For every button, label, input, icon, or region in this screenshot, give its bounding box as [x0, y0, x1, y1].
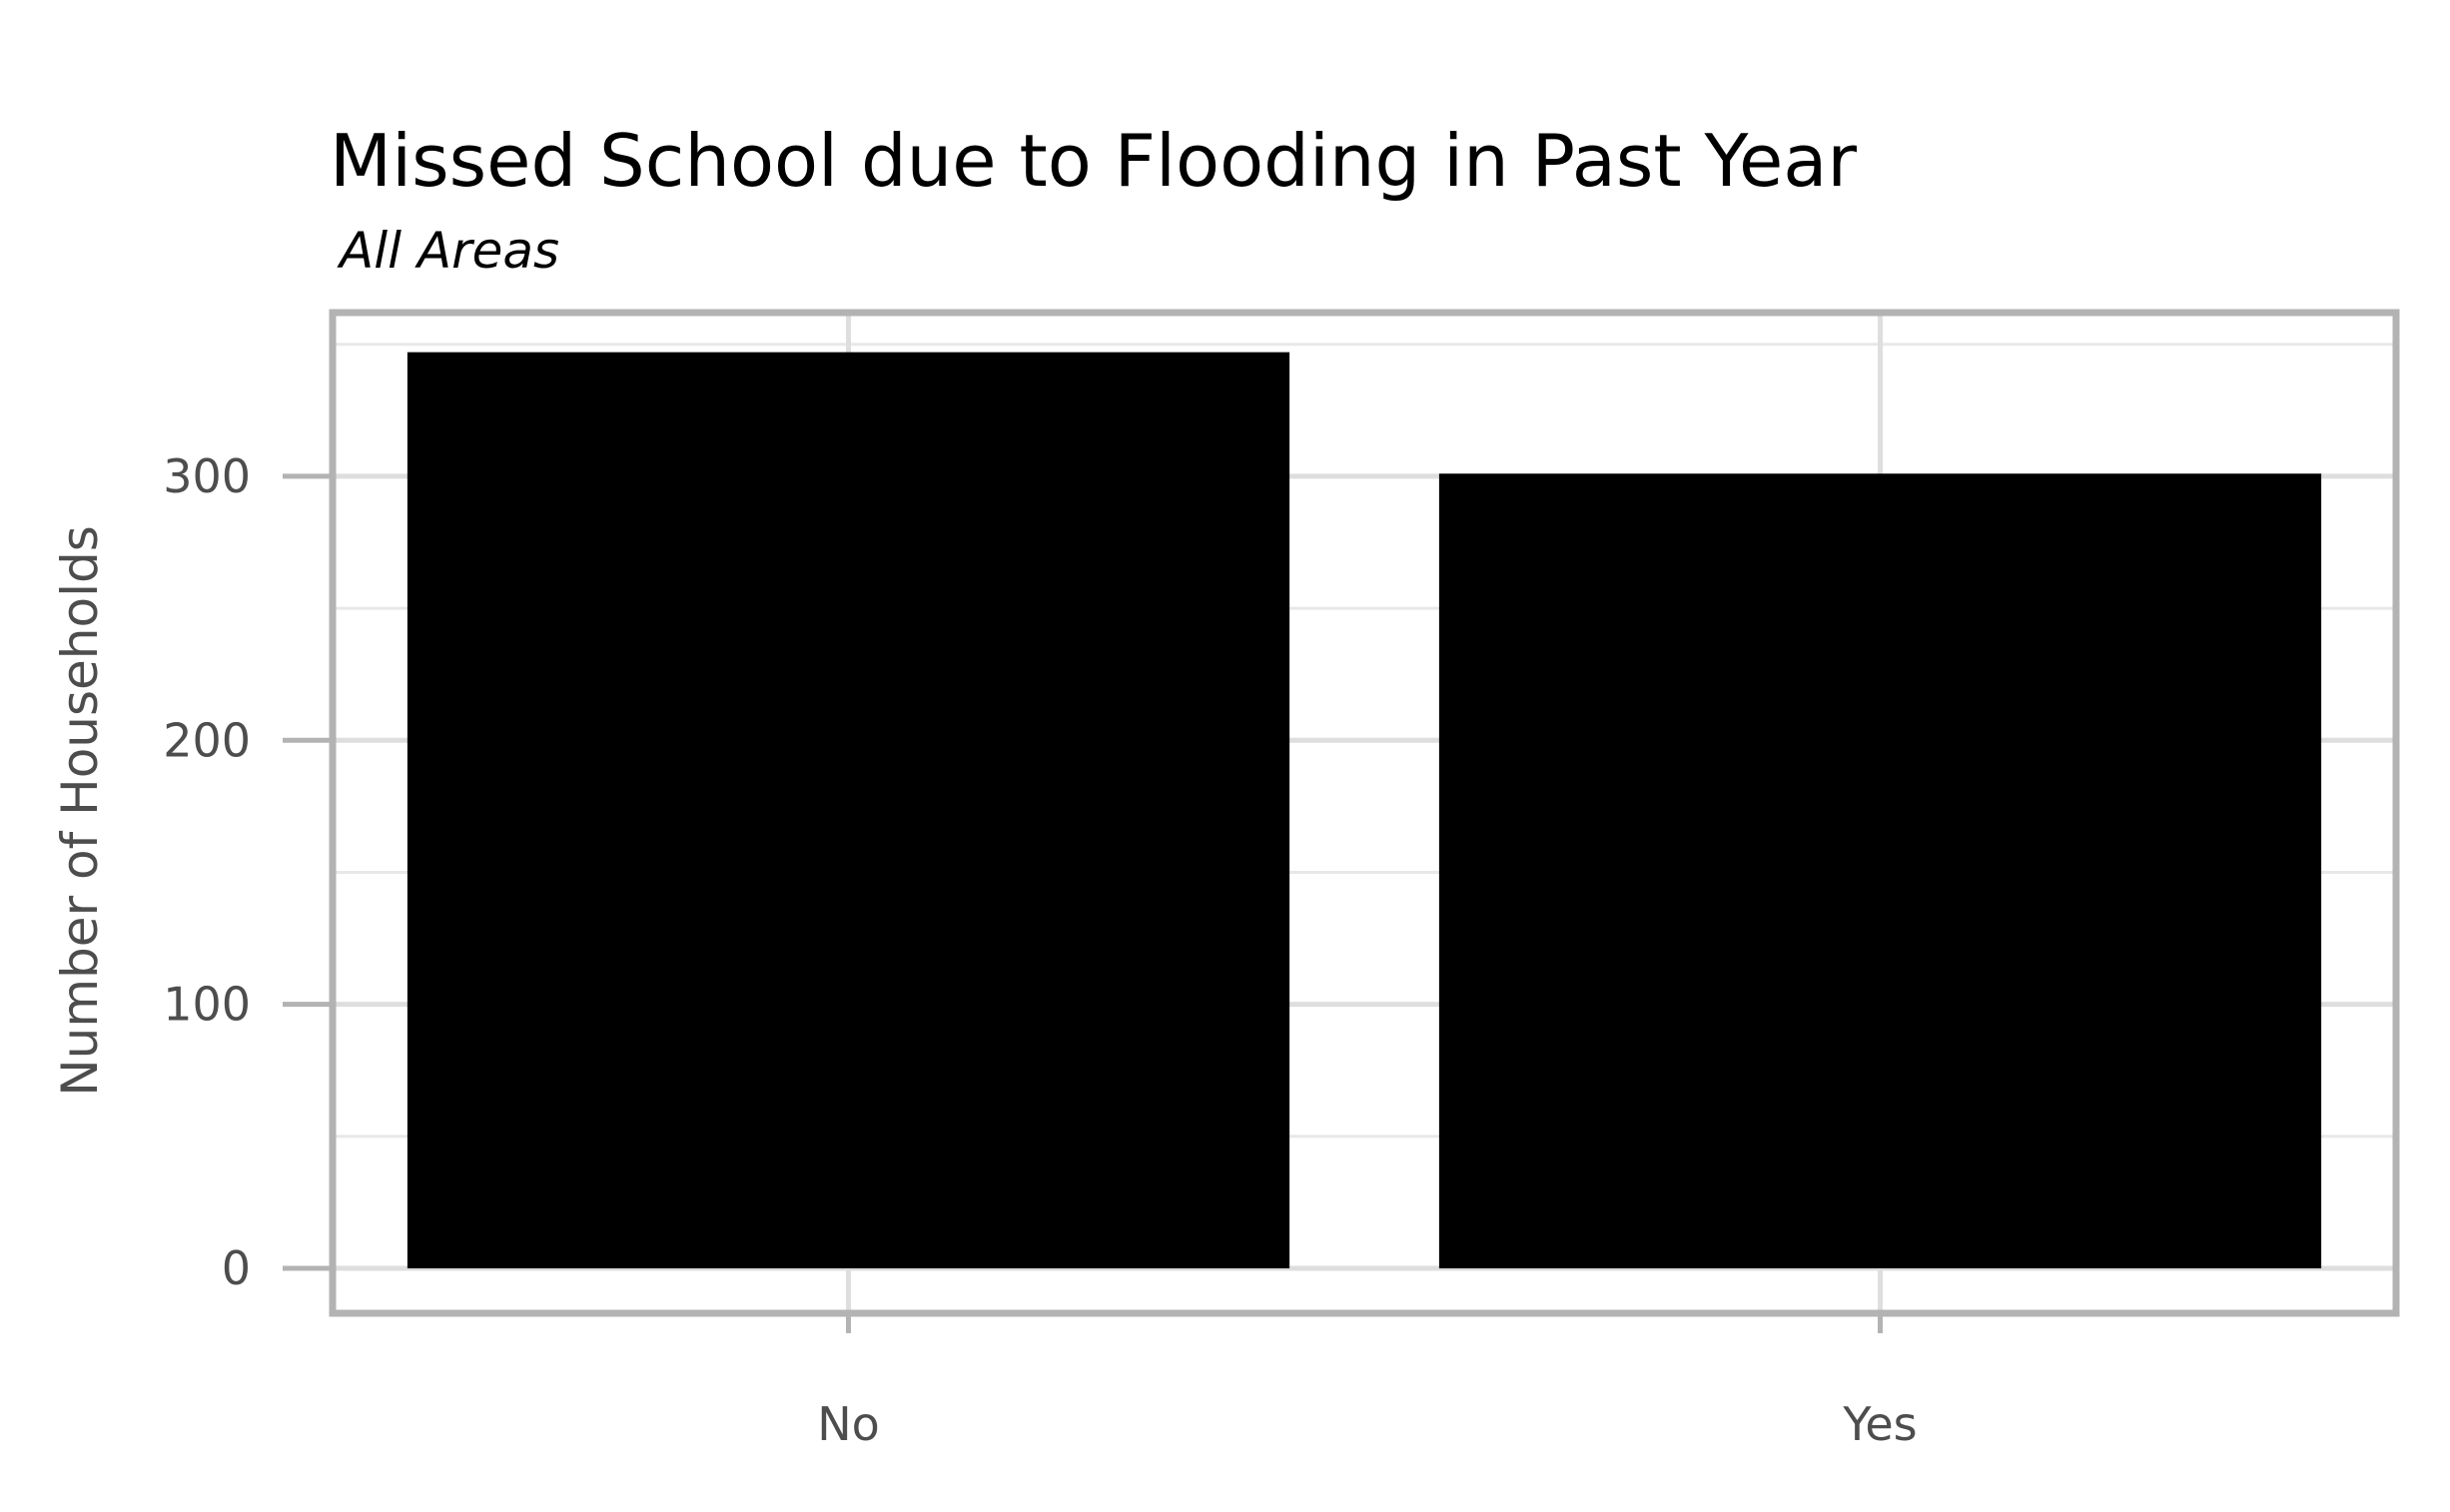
y-tick-label: 0 [222, 1241, 251, 1295]
chart-title: Missed School due to Flooding in Past Ye… [330, 119, 1857, 203]
y-tick-label: 100 [163, 978, 251, 1032]
bar-no [407, 352, 1290, 1269]
axis-ticks: 0 100 200 300 No Yes [163, 449, 1917, 1451]
x-tick-label: Yes [1842, 1397, 1917, 1451]
y-tick-label: 200 [163, 713, 251, 767]
y-tick-label: 300 [163, 449, 251, 503]
y-axis-title: Number of Households [51, 525, 109, 1096]
x-tick-label: No [817, 1397, 880, 1451]
bar-yes [1438, 473, 2322, 1269]
bars [407, 352, 2322, 1269]
panel-border [329, 309, 2400, 1317]
chart-subtitle: All Areas [337, 222, 559, 280]
